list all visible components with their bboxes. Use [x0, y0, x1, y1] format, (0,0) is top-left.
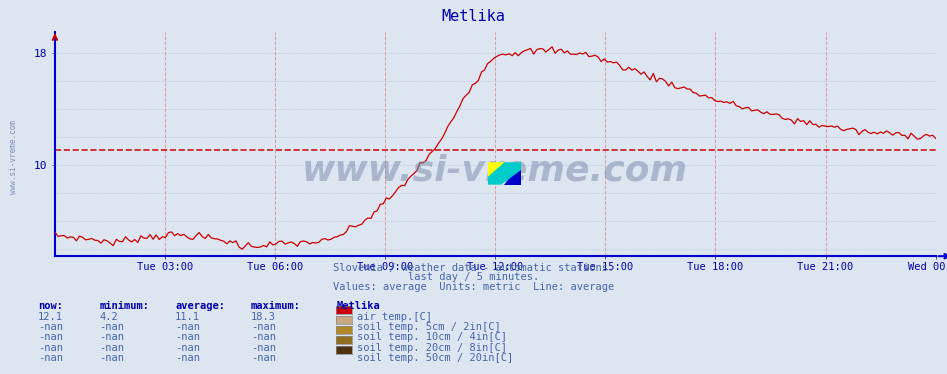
Text: -nan: -nan: [38, 353, 63, 363]
Text: soil temp. 10cm / 4in[C]: soil temp. 10cm / 4in[C]: [357, 332, 507, 343]
Text: -nan: -nan: [38, 343, 63, 353]
Text: Slovenia / weather data - automatic stations.: Slovenia / weather data - automatic stat…: [333, 263, 614, 273]
Text: -nan: -nan: [175, 322, 200, 332]
Text: 4.2: 4.2: [99, 312, 118, 322]
Text: -nan: -nan: [251, 353, 276, 363]
Text: soil temp. 5cm / 2in[C]: soil temp. 5cm / 2in[C]: [357, 322, 501, 332]
Text: -nan: -nan: [175, 343, 200, 353]
Text: minimum:: minimum:: [99, 301, 150, 311]
Text: -nan: -nan: [175, 332, 200, 343]
Text: www.si-vreme.com: www.si-vreme.com: [9, 120, 19, 194]
Text: maximum:: maximum:: [251, 301, 301, 311]
Polygon shape: [505, 162, 521, 185]
Text: -nan: -nan: [99, 332, 124, 343]
Text: -nan: -nan: [251, 332, 276, 343]
Text: 12.1: 12.1: [38, 312, 63, 322]
Text: -nan: -nan: [251, 322, 276, 332]
Text: now:: now:: [38, 301, 63, 311]
Text: average:: average:: [175, 301, 225, 311]
Text: 18.3: 18.3: [251, 312, 276, 322]
Text: Values: average  Units: metric  Line: average: Values: average Units: metric Line: aver…: [333, 282, 614, 292]
Polygon shape: [488, 162, 521, 185]
Text: -nan: -nan: [251, 343, 276, 353]
Text: 11.1: 11.1: [175, 312, 200, 322]
Text: last day / 5 minutes.: last day / 5 minutes.: [408, 272, 539, 282]
Text: www.si-vreme.com: www.si-vreme.com: [302, 154, 688, 188]
Text: -nan: -nan: [99, 343, 124, 353]
Text: -nan: -nan: [38, 322, 63, 332]
Text: -nan: -nan: [175, 353, 200, 363]
Text: -nan: -nan: [99, 353, 124, 363]
Text: soil temp. 20cm / 8in[C]: soil temp. 20cm / 8in[C]: [357, 343, 507, 353]
Polygon shape: [488, 162, 505, 185]
Text: Metlika: Metlika: [336, 301, 380, 311]
Text: Metlika: Metlika: [441, 9, 506, 24]
Text: -nan: -nan: [38, 332, 63, 343]
Text: -nan: -nan: [99, 322, 124, 332]
Text: soil temp. 50cm / 20in[C]: soil temp. 50cm / 20in[C]: [357, 353, 513, 363]
Text: air temp.[C]: air temp.[C]: [357, 312, 432, 322]
